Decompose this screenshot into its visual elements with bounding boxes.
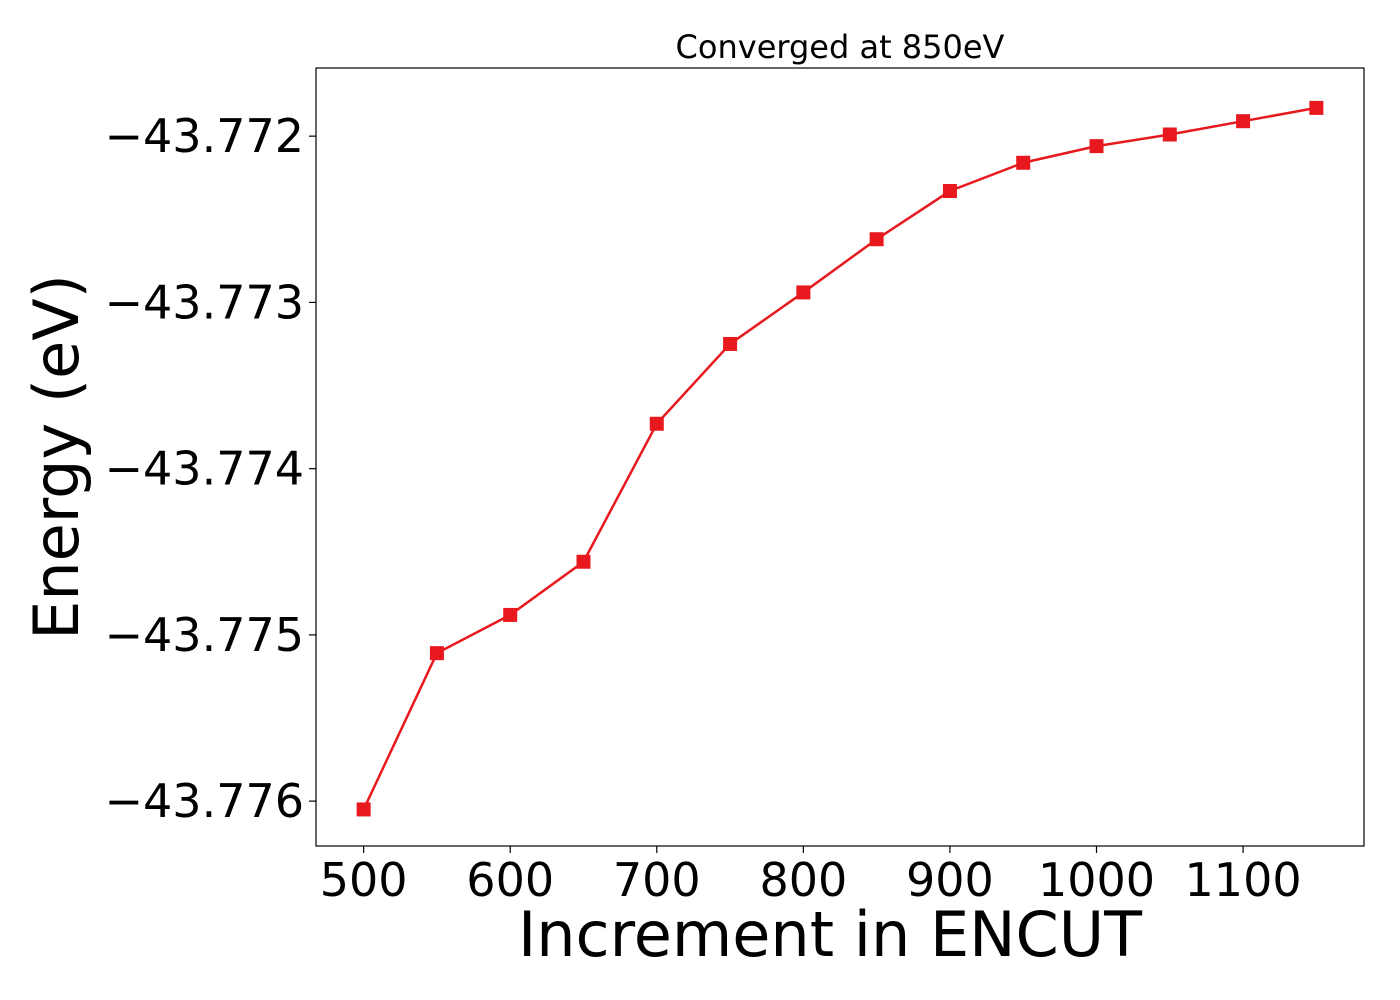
y-axis-label: Energy (eV) [20,274,93,640]
x-tick-label: 900 [906,853,994,907]
y-tick-label: −43.773 [105,275,305,329]
data-point [942,184,957,199]
plot-area [356,100,1324,817]
y-axis: −43.772 −43.773 −43.774 −43.775 −43.776 [105,109,316,828]
data-point [723,336,738,351]
data-point [1236,114,1251,129]
x-axis-label: Increment in ENCUT [518,898,1143,971]
data-point [1309,100,1324,115]
data-point [869,232,884,247]
data-point [1162,127,1177,142]
chart-title: Converged at 850eV [676,28,1005,66]
data-point [1089,139,1104,154]
data-point [649,416,664,431]
y-tick-label: −43.775 [105,608,305,662]
data-point [1016,155,1031,170]
x-tick-label: 1000 [1038,853,1155,907]
series-line [362,106,1317,810]
x-tick-label: 600 [466,853,554,907]
y-tick-label: −43.772 [105,109,305,163]
data-point [576,554,591,569]
data-point [796,285,811,300]
y-tick-label: −43.776 [105,774,305,828]
x-tick-label: 800 [759,853,847,907]
data-point [503,607,518,622]
x-tick-label: 1100 [1185,853,1302,907]
x-tick-label: 500 [320,853,408,907]
plot-frame [315,67,1365,847]
x-tick-label: 700 [613,853,701,907]
data-point [356,802,371,817]
y-tick-label: −43.774 [105,442,305,496]
data-point [429,646,444,661]
x-axis: 500 600 700 800 900 1000 1100 [320,846,1302,907]
